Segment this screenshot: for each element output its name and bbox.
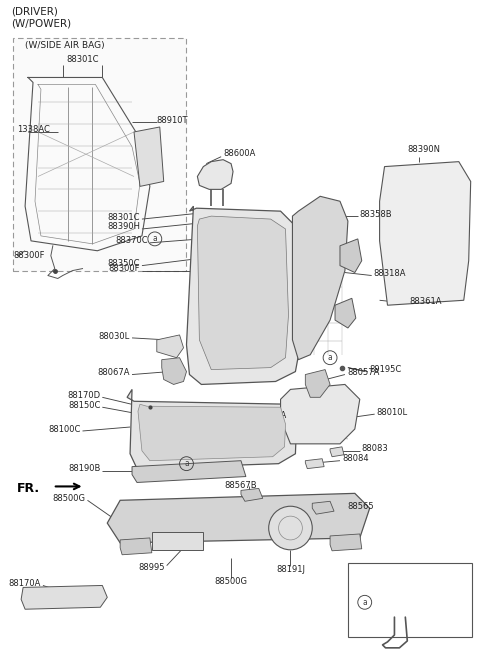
Text: a: a xyxy=(328,353,333,362)
Text: 89195C: 89195C xyxy=(370,365,402,374)
Circle shape xyxy=(269,506,312,550)
Text: (W/SIDE AIR BAG): (W/SIDE AIR BAG) xyxy=(25,41,105,51)
Polygon shape xyxy=(107,493,370,543)
Text: 88995: 88995 xyxy=(138,563,165,572)
Polygon shape xyxy=(312,501,334,514)
Polygon shape xyxy=(197,216,288,369)
Polygon shape xyxy=(330,534,362,551)
Polygon shape xyxy=(305,369,330,398)
Text: 88390H: 88390H xyxy=(107,222,140,232)
FancyBboxPatch shape xyxy=(152,532,204,550)
Text: 88084: 88084 xyxy=(342,454,369,463)
Text: 88361A: 88361A xyxy=(409,297,442,306)
Text: 88170D: 88170D xyxy=(67,391,100,400)
Text: 88567B: 88567B xyxy=(225,481,257,490)
Text: 88100C: 88100C xyxy=(48,424,81,434)
Text: 88150C: 88150C xyxy=(68,401,100,410)
Polygon shape xyxy=(305,459,324,468)
FancyBboxPatch shape xyxy=(348,563,472,637)
Text: a: a xyxy=(153,234,157,243)
Text: 88301C: 88301C xyxy=(66,55,99,64)
Text: 1338AC: 1338AC xyxy=(17,125,50,134)
Text: 88010L: 88010L xyxy=(377,407,408,417)
Polygon shape xyxy=(241,489,263,501)
Polygon shape xyxy=(330,447,344,457)
Text: 88170A: 88170A xyxy=(9,579,41,588)
Text: 88390N: 88390N xyxy=(408,145,440,154)
Text: 88300F: 88300F xyxy=(13,251,45,260)
Polygon shape xyxy=(134,127,164,186)
Polygon shape xyxy=(335,298,356,328)
Polygon shape xyxy=(157,335,183,358)
Polygon shape xyxy=(162,358,187,384)
Text: 88190B: 88190B xyxy=(68,464,100,473)
Polygon shape xyxy=(340,239,362,272)
Text: 88358B: 88358B xyxy=(360,210,393,218)
Text: (DRIVER): (DRIVER) xyxy=(11,6,58,16)
Polygon shape xyxy=(138,404,286,461)
Polygon shape xyxy=(120,538,152,555)
Text: 88500G: 88500G xyxy=(215,577,248,586)
Text: 88318A: 88318A xyxy=(373,269,406,278)
Text: 88370C: 88370C xyxy=(115,236,148,245)
Text: 88083: 88083 xyxy=(362,444,388,453)
Text: 88191J: 88191J xyxy=(276,565,305,574)
Polygon shape xyxy=(21,585,107,609)
Text: 88301C: 88301C xyxy=(108,213,140,222)
Text: 88521A: 88521A xyxy=(254,411,287,420)
Text: 88300F: 88300F xyxy=(108,264,140,273)
Text: FR.: FR. xyxy=(17,482,40,495)
Text: 88565: 88565 xyxy=(347,502,373,511)
FancyBboxPatch shape xyxy=(13,38,187,270)
Text: 88350C: 88350C xyxy=(108,259,140,268)
Text: 88600A: 88600A xyxy=(223,149,255,158)
Text: 88500G: 88500G xyxy=(52,494,85,502)
Polygon shape xyxy=(132,461,246,482)
Text: (W/POWER): (W/POWER) xyxy=(11,18,72,28)
Text: 00824: 00824 xyxy=(378,597,404,605)
Polygon shape xyxy=(281,384,360,444)
Text: 88910T: 88910T xyxy=(157,115,188,125)
Text: a: a xyxy=(184,459,189,468)
Text: 88057A: 88057A xyxy=(347,368,379,377)
Polygon shape xyxy=(292,196,348,359)
Text: 88030L: 88030L xyxy=(99,333,130,341)
Polygon shape xyxy=(127,390,297,468)
Polygon shape xyxy=(380,161,471,305)
Polygon shape xyxy=(197,159,233,190)
Text: 88067A: 88067A xyxy=(97,368,130,377)
Polygon shape xyxy=(187,206,300,384)
Text: a: a xyxy=(362,598,367,607)
